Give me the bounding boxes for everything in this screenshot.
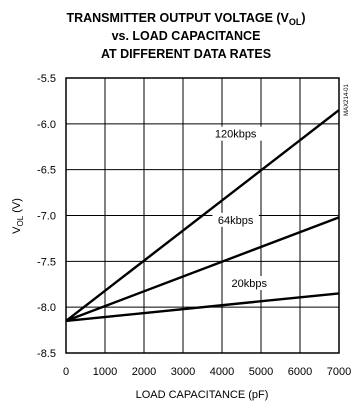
series-label-64kbps: 64kbps xyxy=(218,215,254,227)
y-tick-label: -7.5 xyxy=(37,256,56,268)
x-tick-label: 6000 xyxy=(288,366,312,378)
chart-title-line-3: AT DIFFERENT DATA RATES xyxy=(101,47,271,61)
chart-title-line-2: vs. LOAD CAPACITANCE xyxy=(112,29,261,43)
y-axis-label: VOL (V) xyxy=(11,198,25,234)
y-tick-label: -6.5 xyxy=(37,165,56,177)
series-line-120kbps xyxy=(65,109,340,322)
y-tick-labels: -5.5 -6.0 -6.5 -7.0 -7.5 -8.0 -8.5 xyxy=(37,73,56,360)
chart-title-line-1: TRANSMITTER OUTPUT VOLTAGE (VOL) xyxy=(66,11,305,27)
series-label-background xyxy=(209,126,263,141)
x-tick-label: 4000 xyxy=(210,366,234,378)
y-tick-label: -8.0 xyxy=(37,302,56,314)
y-tick-label: -7.0 xyxy=(37,211,56,223)
x-tick-label: 7000 xyxy=(327,366,351,378)
x-tick-label: 5000 xyxy=(249,366,273,378)
series-line-20kbps xyxy=(65,292,340,323)
x-tick-label: 2000 xyxy=(132,366,156,378)
x-tick-label: 1000 xyxy=(93,366,117,378)
series-line-64kbps xyxy=(65,216,340,323)
x-tick-label: 3000 xyxy=(171,366,195,378)
series-layer: 120kbps 64kbps 20kbps xyxy=(65,109,340,323)
x-axis-label: LOAD CAPACITANCE (pF) xyxy=(136,389,269,401)
chart-title: TRANSMITTER OUTPUT VOLTAGE (VOL) vs. LOA… xyxy=(66,11,305,61)
y-tick-label: -6.0 xyxy=(37,119,56,131)
x-tick-label: 0 xyxy=(63,366,69,378)
plot-frame xyxy=(65,77,340,354)
y-tick-label: -8.5 xyxy=(37,348,56,360)
y-tick-label: -5.5 xyxy=(37,73,56,85)
series-label-20kbps: 20kbps xyxy=(232,278,268,290)
series-label-background xyxy=(212,212,259,227)
series-label-120kbps: 120kbps xyxy=(215,129,257,141)
series-label-background xyxy=(226,276,273,291)
part-number: MAX214-01 xyxy=(344,83,350,115)
x-tick-labels: 0 1000 2000 3000 4000 5000 6000 7000 xyxy=(63,366,351,378)
